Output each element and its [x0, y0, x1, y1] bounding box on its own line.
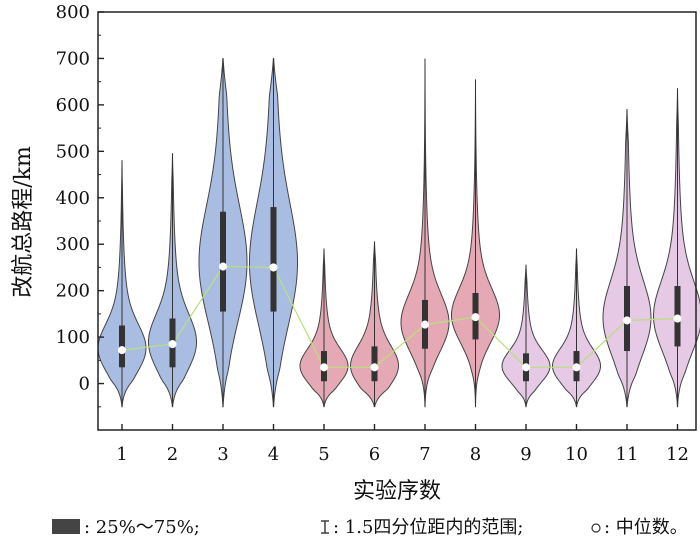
median-point-11 [622, 316, 632, 325]
y-tick-label: 300 [56, 234, 90, 255]
x-tick-label: 10 [565, 444, 588, 465]
legend-box-swatch [52, 519, 80, 534]
y-tick-label: 800 [56, 2, 90, 23]
median-point-7 [420, 320, 430, 329]
x-tick-label: 7 [419, 444, 430, 465]
violins-group [97, 57, 700, 408]
y-axis-title: 改航总路程/km [11, 146, 36, 298]
median-point-2 [168, 340, 177, 349]
y-tick-label: 600 [56, 95, 90, 116]
median-point-10 [572, 363, 581, 372]
median-point-12 [673, 314, 682, 323]
y-tick-label: 200 [56, 281, 90, 302]
median-point-4 [269, 263, 278, 272]
legend-median-label: : 中位数。 [604, 517, 688, 538]
x-tick-label: 12 [666, 444, 689, 465]
legend-whisker-label: : 1.5四分位距内的范围; [333, 517, 523, 538]
boxes-group [117, 58, 682, 407]
x-tick-label: 8 [470, 444, 481, 465]
x-tick-label: 4 [268, 444, 279, 465]
x-axis: 1 2 3 4 5 6 7 8 9 10 11 12 [116, 424, 689, 465]
x-tick-label: 11 [616, 444, 639, 465]
x-tick-label: 9 [520, 444, 531, 465]
median-point-8 [471, 313, 480, 322]
y-tick-label: 100 [56, 327, 90, 348]
y-tick-label: 400 [56, 188, 90, 209]
x-tick-label: 1 [116, 444, 127, 465]
x-axis-title: 实验序数 [353, 479, 441, 504]
x-tick-label: 2 [167, 444, 178, 465]
legend-box-label: : 25%～75%; [84, 517, 200, 538]
iqr-box-4 [270, 207, 277, 312]
iqr-box-3 [220, 211, 226, 312]
violin-shape-12 [652, 88, 700, 408]
median-point-6 [370, 363, 379, 372]
median-point-3 [218, 262, 228, 271]
median-connecting-line [121, 265, 678, 368]
legend-median-swatch [591, 523, 601, 533]
x-tick-label: 3 [217, 444, 228, 465]
median-point-1 [117, 346, 127, 355]
y-tick-label: 500 [56, 141, 90, 162]
x-tick-label: 5 [318, 444, 329, 465]
y-axis: 0 100 200 300 400 500 600 700 800 [56, 2, 104, 408]
y-tick-label: 700 [56, 48, 90, 69]
median-point-5 [319, 363, 329, 372]
y-tick-label: 0 [79, 374, 90, 395]
x-tick-label: 6 [369, 444, 380, 465]
median-point-9 [521, 363, 531, 372]
legend: : 25%～75%; : 1.5四分位距内的范围; : 中位数。 [52, 517, 688, 538]
legend-whisker-swatch [321, 520, 329, 534]
